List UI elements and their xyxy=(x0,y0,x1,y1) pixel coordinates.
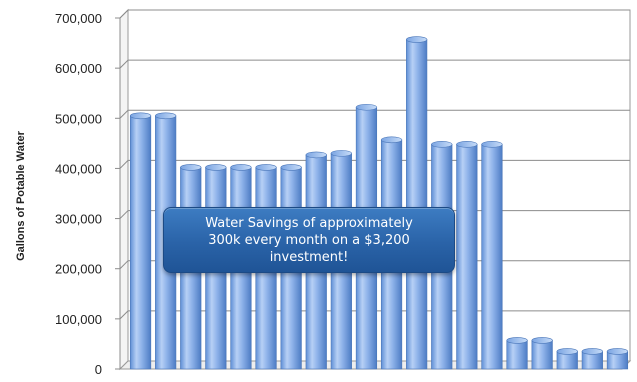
bar-top xyxy=(556,348,578,355)
bar-body xyxy=(481,144,503,370)
plot-back-wall xyxy=(127,9,631,362)
annotation-line-2: 300k every month on a $3,200 xyxy=(208,232,410,248)
bar-top xyxy=(431,141,453,148)
bar-top xyxy=(531,337,553,344)
bar-top xyxy=(280,164,302,171)
bar-top xyxy=(205,164,227,171)
bar-top xyxy=(606,348,629,355)
bar-top xyxy=(180,164,202,171)
bar-top xyxy=(230,164,252,171)
y-tick-label: 600,000 xyxy=(55,61,102,76)
y-tick-label: 100,000 xyxy=(55,312,102,327)
bar xyxy=(129,112,152,370)
bar xyxy=(456,141,478,370)
bar-top xyxy=(305,151,327,159)
y-tick-label: 0 xyxy=(95,362,102,377)
annotation-callout: Water Savings of approximately 300k ever… xyxy=(163,207,455,273)
y-tick-label: 300,000 xyxy=(55,212,102,227)
bar-top xyxy=(581,348,603,355)
bar-body xyxy=(456,144,478,370)
bar-body xyxy=(406,39,428,370)
bar-top xyxy=(456,141,478,148)
bar-top xyxy=(155,112,177,120)
bar-top xyxy=(406,36,428,43)
bar-top xyxy=(255,164,277,171)
axis-layer: 0 100,000 200,000 300,000 400,000 500,000 600,… xyxy=(55,11,121,377)
bar xyxy=(406,36,428,370)
annotation-line-1: Water Savings of approximately xyxy=(205,215,413,231)
y-tick-label: 700,000 xyxy=(55,11,102,26)
bar-body xyxy=(129,115,152,370)
gridline xyxy=(119,9,630,19)
bar xyxy=(481,141,503,370)
y-axis-label: Gallons of Potable Water xyxy=(15,130,27,260)
gridline xyxy=(119,59,630,69)
bar-top xyxy=(506,337,528,344)
bar-top xyxy=(330,150,352,157)
annotation-line-3: investment! xyxy=(269,249,349,265)
bar-body xyxy=(531,340,553,370)
bar xyxy=(581,348,603,370)
bar-body xyxy=(506,340,528,370)
bar-top xyxy=(355,103,378,111)
y-tick-label: 200,000 xyxy=(55,262,102,277)
bar xyxy=(506,337,528,370)
gridline xyxy=(119,109,630,119)
bar xyxy=(556,348,578,370)
bar-top xyxy=(129,112,152,120)
bar-top xyxy=(481,141,503,148)
y-tick-label: 400,000 xyxy=(55,161,102,176)
bar xyxy=(531,337,553,370)
y-tick-label: 500,000 xyxy=(55,111,102,126)
bar xyxy=(606,348,629,370)
bar-top xyxy=(380,136,403,144)
